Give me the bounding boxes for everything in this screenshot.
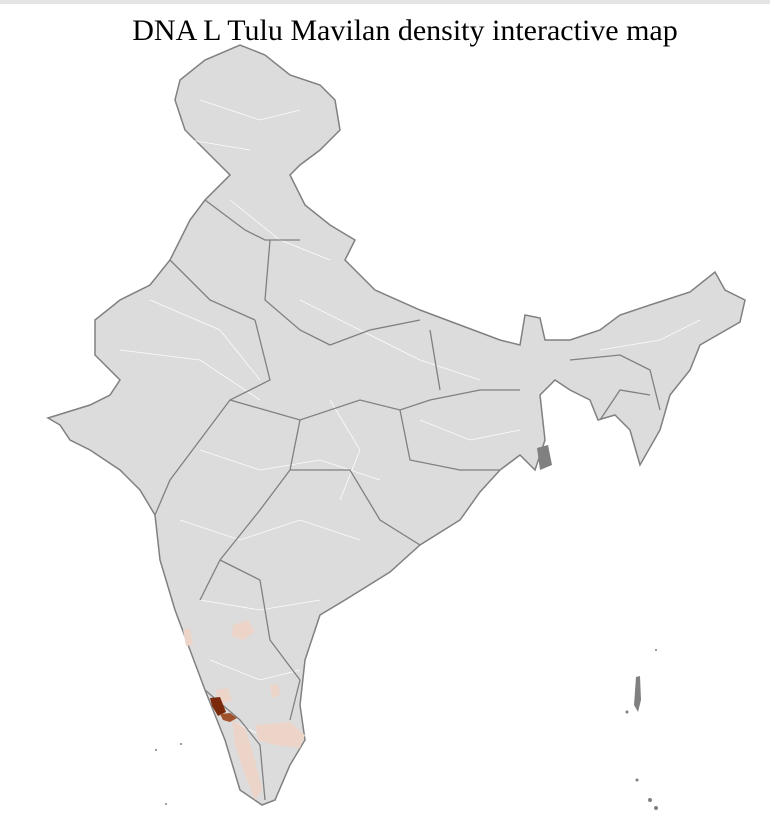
top-bar [0, 0, 770, 4]
district-low-density [270, 684, 280, 698]
country-outline [46, 44, 746, 806]
district-low-density [255, 722, 305, 748]
district-low-density [183, 628, 193, 646]
density-districts [183, 620, 305, 800]
district-low-density [232, 620, 255, 640]
district-low-density [232, 720, 262, 800]
map-title: DNA L Tulu Mavilan density interactive m… [132, 14, 678, 47]
andaman-nicobar-islands [625, 649, 658, 810]
district-high-density [210, 697, 226, 716]
district-borders [119, 99, 701, 741]
sundarbans-region [537, 445, 552, 470]
district-medium-density [220, 713, 237, 722]
state-borders [154, 199, 661, 801]
lakshadweep-islands [155, 743, 182, 805]
